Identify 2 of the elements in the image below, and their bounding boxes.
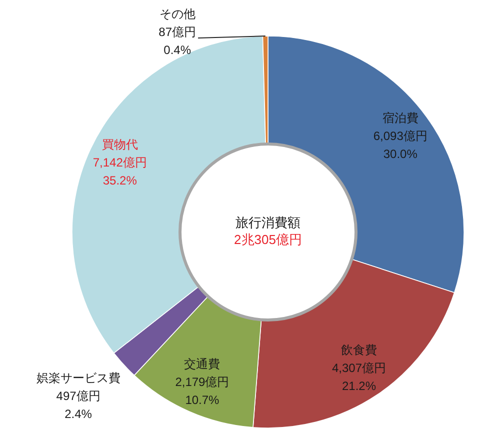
annotation: 2兆305億円 <box>234 232 302 247</box>
annotation: 旅行消費額 <box>236 215 300 230</box>
